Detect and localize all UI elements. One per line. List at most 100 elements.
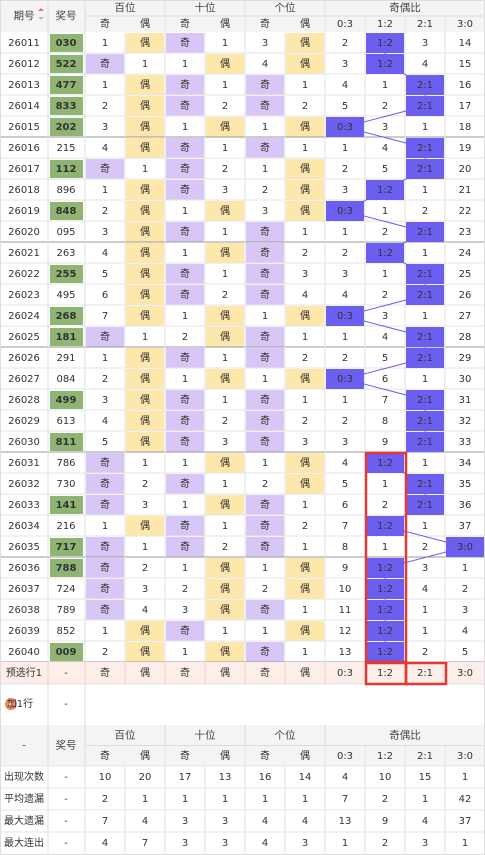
ratio-cell	[326, 306, 364, 326]
cell: 偶	[140, 225, 150, 238]
cell-bg	[246, 411, 284, 431]
cell: 偶	[300, 561, 310, 574]
sort-icon[interactable]	[38, 8, 44, 11]
ratio-text: 2:1	[417, 479, 433, 490]
ratio-cell	[406, 390, 444, 410]
number: 786	[56, 458, 75, 469]
number: 811	[56, 437, 77, 448]
period: 26011	[8, 38, 40, 49]
cell: 偶	[220, 603, 230, 616]
cell: 1	[102, 185, 108, 196]
number-bg	[50, 160, 83, 178]
number: 095	[56, 227, 75, 238]
add-row-button[interactable]: 加1行	[7, 697, 33, 710]
preselect-cell[interactable]: 偶	[300, 666, 310, 679]
cell: 奇	[180, 99, 190, 112]
preselect-cell[interactable]: 奇	[180, 666, 190, 679]
cell: 34	[459, 458, 472, 469]
preselect-cell[interactable]: 1:2	[377, 668, 393, 679]
cell: 1	[422, 311, 428, 322]
sort-icon[interactable]	[38, 17, 44, 20]
cell: 1	[302, 605, 308, 616]
preselect-cell[interactable]: 3:0	[457, 668, 473, 679]
cell: 3	[182, 605, 188, 616]
cell: 8	[382, 416, 388, 427]
cell: 奇	[180, 435, 190, 448]
stat-value: 3	[182, 838, 188, 849]
ratio-text: 2:1	[417, 416, 433, 427]
cell: 3	[382, 311, 388, 322]
preselect-cell[interactable]: 奇	[100, 666, 110, 679]
period: 26029	[8, 416, 40, 427]
cell-bg	[166, 222, 204, 242]
cell: 奇	[260, 414, 270, 427]
period: 26024	[8, 311, 40, 322]
cell: 偶	[140, 267, 150, 280]
number: 499	[56, 395, 77, 406]
cell: 偶	[300, 162, 310, 175]
ratio-text: 1:2	[377, 605, 393, 616]
cell-bg	[206, 369, 244, 389]
cell: 偶	[300, 309, 310, 322]
cell-bg	[246, 75, 284, 95]
cell: 2	[102, 647, 108, 658]
ratio-text: 1:2	[377, 59, 393, 70]
cell: 9	[342, 563, 348, 574]
stat-value: 37	[459, 816, 472, 827]
period: 26021	[8, 248, 40, 259]
preselect-cell[interactable]: 奇	[260, 666, 270, 679]
cell-bg	[86, 159, 124, 179]
cell-bg	[166, 264, 204, 284]
number: 789	[56, 605, 75, 616]
stat-value: 7	[142, 838, 148, 849]
cell: 3	[102, 227, 108, 238]
cell: 1	[302, 80, 308, 91]
cell: 1	[142, 332, 148, 343]
cell: 1	[262, 311, 268, 322]
period: 26038	[8, 605, 40, 616]
period: 26028	[8, 395, 40, 406]
number-bg	[50, 55, 83, 73]
cell: 奇	[180, 267, 190, 280]
stat-value: 14	[299, 772, 312, 783]
cell: 1	[102, 626, 108, 637]
ratio-text: 2:1	[417, 332, 433, 343]
cell: 奇	[180, 351, 190, 364]
cell: 2	[302, 416, 308, 427]
cell-bg	[86, 579, 124, 599]
cell: 2	[342, 164, 348, 175]
cell: 偶	[140, 141, 150, 154]
cell: 1	[222, 626, 228, 637]
number-bg	[50, 496, 83, 514]
cell: 31	[459, 395, 472, 406]
period: 26020	[8, 227, 40, 238]
ratio-text: 1:2	[377, 38, 393, 49]
preselect-cell[interactable]: 偶	[220, 666, 230, 679]
preselect-cell[interactable]: 偶	[140, 666, 150, 679]
cell: 17	[459, 101, 472, 112]
cell: 2	[142, 479, 148, 490]
cell-bg	[166, 411, 204, 431]
period: 26018	[8, 185, 40, 196]
cell: 奇	[260, 225, 270, 238]
sub-header: 偶	[220, 749, 230, 762]
ratio-cell	[366, 516, 404, 536]
cell: 3	[302, 437, 308, 448]
cell: 奇	[100, 582, 110, 595]
cell-bg	[246, 138, 284, 158]
cell: 6	[382, 374, 388, 385]
stat-value: 3	[222, 838, 228, 849]
stat-value: 1	[222, 794, 228, 805]
cell: 2	[302, 248, 308, 259]
cell: 偶	[220, 498, 230, 511]
stat-label: 平均遗漏	[4, 792, 44, 805]
preselect-cell[interactable]: 2:1	[417, 668, 433, 679]
cell: 1	[142, 164, 148, 175]
cell: 22	[459, 206, 472, 217]
cell-bg	[206, 117, 244, 137]
cell: 4	[102, 416, 108, 427]
cell: 1	[302, 647, 308, 658]
number: 852	[56, 626, 75, 637]
ratio-text: 1:2	[377, 584, 393, 595]
preselect-cell[interactable]: 0:3	[337, 668, 353, 679]
